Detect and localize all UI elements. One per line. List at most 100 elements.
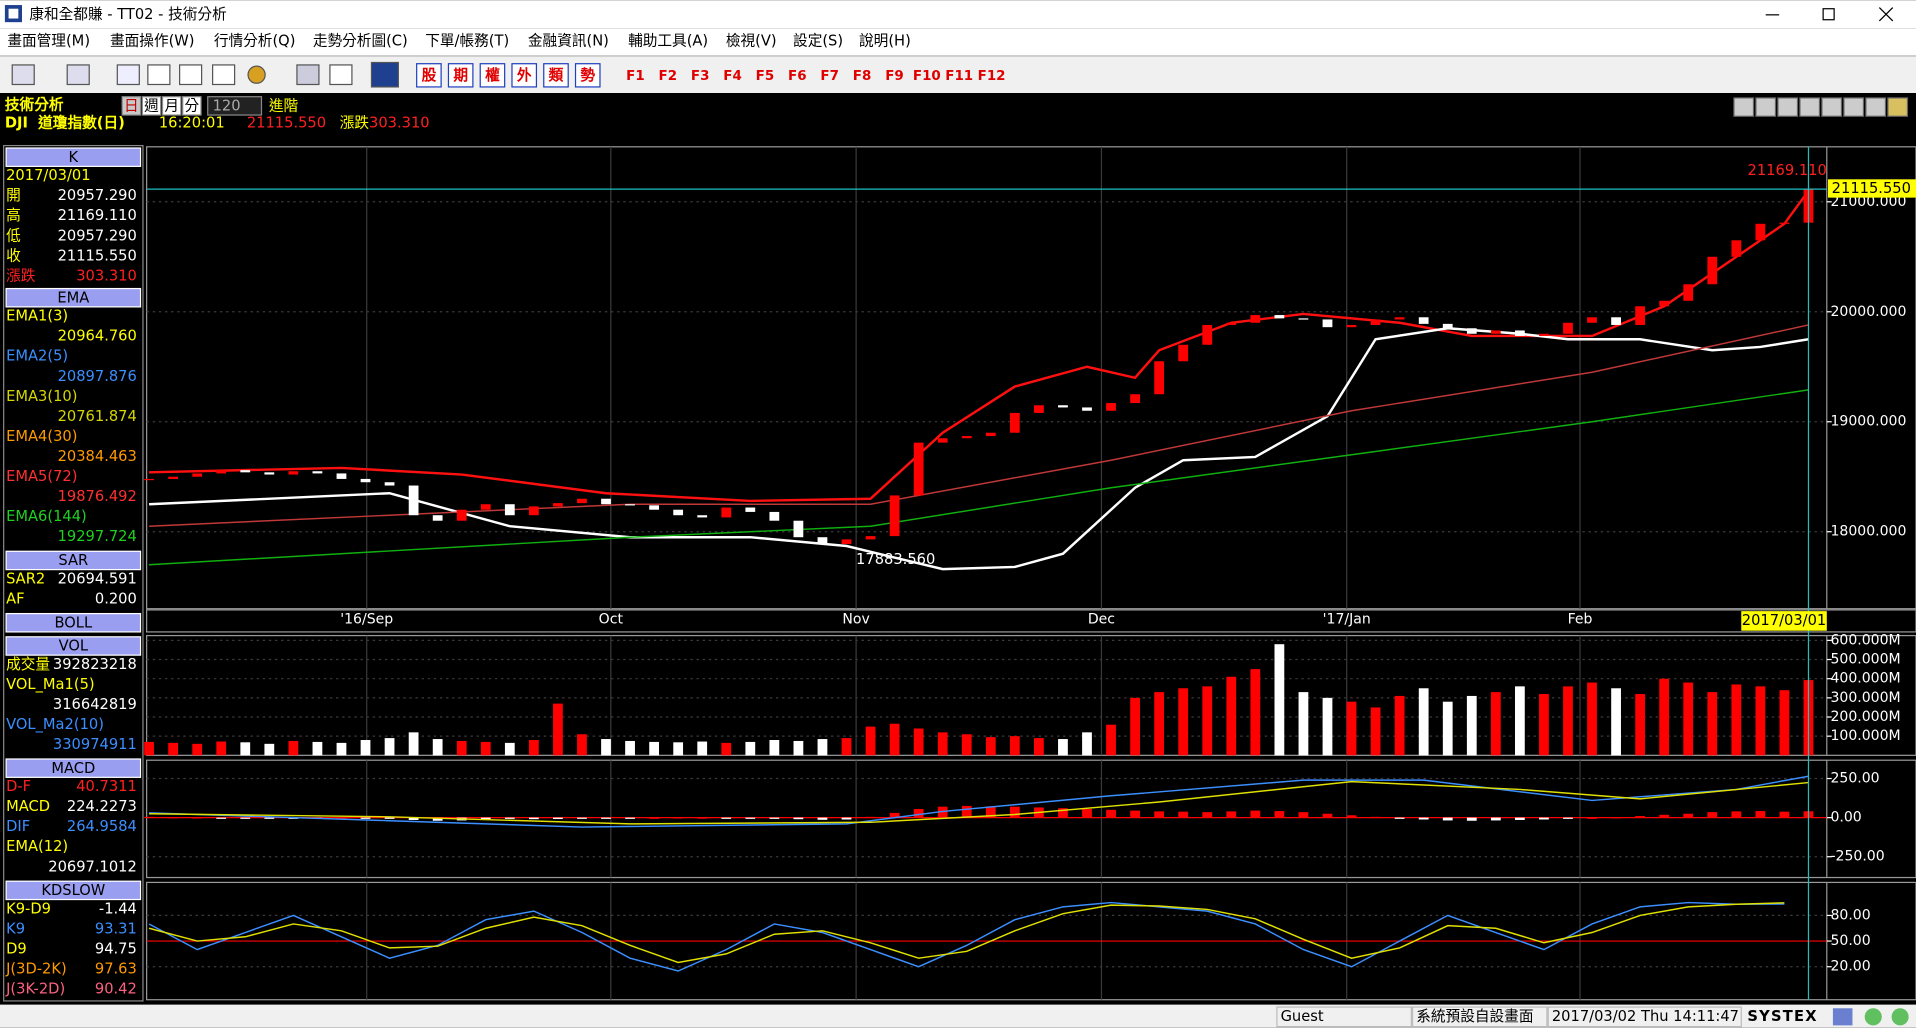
chart-control[interactable] — [1865, 97, 1887, 117]
menu-item[interactable]: 輔助工具(A) — [628, 33, 708, 50]
quick-button[interactable] — [574, 63, 601, 88]
function-key[interactable]: F6 — [788, 69, 807, 84]
chart-control[interactable] — [1821, 97, 1843, 117]
volume-bar — [1466, 695, 1477, 756]
candle — [601, 498, 611, 505]
menu-item[interactable]: 行情分析(Q) — [214, 33, 296, 50]
function-key[interactable]: F8 — [853, 69, 872, 84]
chart-control[interactable] — [1755, 97, 1777, 117]
candle — [240, 470, 251, 473]
row-label: D9 — [6, 940, 27, 957]
histogram-bar — [1418, 817, 1429, 820]
count-dropdown[interactable] — [207, 96, 263, 116]
menu-item[interactable]: 金融資訊(N) — [528, 33, 609, 50]
chart-control[interactable] — [1777, 97, 1799, 117]
tool-button[interactable] — [179, 64, 203, 86]
y-tick-label: 21000.000 — [1830, 194, 1906, 210]
quick-button[interactable] — [479, 63, 506, 88]
tool-button[interactable] — [296, 64, 320, 86]
candle — [913, 442, 924, 496]
volume-bar — [1250, 669, 1261, 756]
tool-button[interactable] — [147, 64, 171, 86]
tool-button[interactable] — [11, 64, 35, 86]
quick-label: 股 — [422, 67, 437, 84]
row-label: J(3D-2K) — [5, 960, 67, 977]
volume-bar — [817, 739, 828, 756]
restore-button[interactable] — [1822, 8, 1835, 21]
quick-button[interactable] — [447, 63, 474, 88]
tool-button[interactable] — [116, 64, 140, 86]
candle — [1178, 344, 1189, 362]
function-key[interactable]: F7 — [820, 69, 839, 84]
tool-button[interactable] — [370, 61, 399, 88]
series-line — [149, 327, 1809, 571]
menu-item[interactable]: 檢視(V) — [726, 33, 777, 50]
function-key[interactable]: F11 — [945, 69, 973, 84]
period-label: 日 — [124, 97, 139, 114]
period-button[interactable] — [141, 96, 162, 116]
menu-item[interactable]: 走勢分析圖(C) — [313, 33, 408, 50]
app-icon-inner — [8, 8, 19, 19]
histogram-bar — [625, 817, 635, 819]
chart-control[interactable] — [1799, 97, 1821, 117]
quick-button[interactable] — [511, 63, 538, 88]
candle — [1418, 317, 1429, 324]
row-value: 97.63 — [95, 960, 137, 977]
menu-item[interactable]: 下單/帳務(T) — [425, 33, 509, 50]
menu-item[interactable]: 畫面管理(M) — [7, 32, 90, 50]
histogram-bar — [1514, 817, 1525, 820]
chart-area — [0, 144, 1916, 1005]
series-line — [149, 780, 1809, 825]
section-title: BOLL — [54, 614, 92, 631]
row-label: DIF — [6, 818, 30, 835]
histogram-bar — [1394, 817, 1405, 819]
chart-control[interactable] — [1733, 97, 1755, 117]
period-button[interactable] — [161, 96, 182, 116]
tool-button[interactable] — [329, 64, 353, 86]
row-value: 19297.724 — [58, 528, 137, 545]
volume-bar — [1058, 739, 1068, 756]
candle — [1346, 324, 1357, 328]
function-key[interactable]: F5 — [756, 69, 775, 84]
candle — [1202, 324, 1213, 345]
function-key[interactable]: F1 — [626, 69, 645, 84]
function-key[interactable]: F2 — [659, 69, 678, 84]
chart-control[interactable] — [1843, 97, 1865, 117]
tool-button[interactable] — [212, 64, 236, 86]
volume-bar — [961, 734, 972, 756]
y-tick-label: 18000.000 — [1830, 524, 1906, 540]
histogram-bar — [889, 812, 900, 818]
function-key[interactable]: F12 — [978, 69, 1006, 84]
advanced-button[interactable]: 進階 — [269, 97, 299, 114]
candle — [360, 478, 371, 483]
menu-item[interactable]: 設定(S) — [793, 33, 843, 50]
function-key[interactable]: F10 — [913, 69, 941, 84]
date-tag-box — [1741, 611, 1827, 631]
y-tick-label: 19000.000 — [1830, 414, 1906, 430]
function-key[interactable]: F4 — [723, 69, 742, 84]
y-tick-label: 0.00 — [1830, 810, 1861, 826]
period-label: 月 — [164, 97, 179, 114]
menu-item[interactable]: 畫面操作(W) — [110, 33, 195, 50]
close-button[interactable] — [1878, 7, 1894, 22]
menu-item[interactable]: 說明(H) — [859, 33, 911, 50]
tool-button[interactable] — [66, 64, 90, 86]
histogram-bar — [264, 817, 275, 819]
quick-button[interactable] — [543, 63, 569, 88]
candle — [1082, 407, 1092, 411]
tool-button[interactable] — [247, 65, 266, 84]
price-tag: 21115.550 — [1832, 180, 1911, 197]
chart-control[interactable] — [1887, 97, 1909, 117]
volume-bar — [1130, 697, 1140, 756]
quick-button[interactable] — [416, 63, 442, 88]
period-button[interactable] — [121, 96, 142, 116]
function-key[interactable]: F3 — [691, 69, 710, 84]
function-key[interactable]: F9 — [885, 69, 904, 84]
histogram-bar — [553, 817, 563, 820]
volume-bar — [1298, 692, 1309, 756]
y-tick-label: -250.00 — [1830, 849, 1884, 865]
row-label: 2017/03/01 — [6, 167, 90, 184]
histogram-bar — [528, 817, 539, 820]
period-button[interactable] — [182, 96, 202, 116]
